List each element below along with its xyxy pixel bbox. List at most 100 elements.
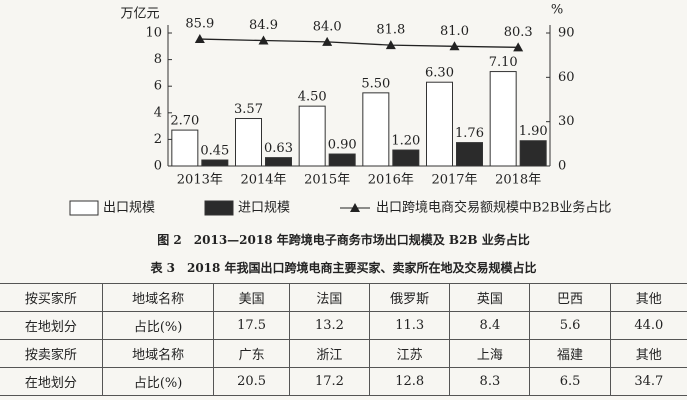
bar [298, 105, 326, 167]
value-label: 0.90 [328, 138, 357, 153]
x-tick-label: 2014年 [240, 173, 286, 188]
table-row: 在地划分 占比(%) 20.5 17.2 12.8 8.3 6.5 34.7 [0, 367, 687, 396]
value-label: 1.20 [391, 134, 420, 149]
value-label: 84.0 [313, 19, 342, 34]
value-label: 81.8 [376, 23, 405, 38]
table-cell: 巴西 [529, 283, 611, 312]
table-cell: 5.6 [529, 311, 611, 340]
value-label: 4.50 [298, 90, 327, 105]
value-label: 3.57 [234, 102, 263, 117]
table-row: 在地划分 占比(%) 17.5 13.2 11.3 8.4 5.6 44.0 [0, 311, 687, 340]
table-row: 按买家所 地域名称 美国 法国 俄罗斯 英国 巴西 其他 [0, 283, 687, 312]
bar [456, 142, 483, 167]
table-cell: 占比(%) [101, 311, 214, 340]
value-label: 81.0 [440, 24, 469, 39]
line-marker [258, 35, 269, 45]
value-label: 85.9 [185, 17, 214, 32]
table-cell: 英国 [449, 283, 530, 312]
y-axis-unit: 万亿元 [120, 7, 159, 22]
legend-label: 进口规模 [238, 201, 290, 216]
y2-tick-label: 90 [558, 26, 575, 41]
value-label: 6.30 [425, 66, 454, 81]
x-tick-label: 2017年 [431, 173, 477, 188]
value-label: 80.3 [504, 25, 533, 40]
table-cell: 上海 [449, 339, 530, 368]
bar [489, 71, 517, 167]
table-cell: 其他 [609, 283, 687, 312]
y-tick-label: 4 [154, 105, 162, 120]
value-label: 2.70 [170, 114, 199, 129]
table-cell: 34.7 [609, 367, 687, 396]
table-cell: 按买家所 [0, 283, 103, 312]
table-cell: 福建 [529, 339, 611, 368]
table-cell: 17.2 [288, 367, 370, 396]
table: 按买家所 地域名称 美国 法国 俄罗斯 英国 巴西 其他 在地划分 占比(%) 17.5 13.2 11… [0, 283, 687, 396]
value-label: 7.10 [489, 55, 518, 70]
table-title: 表 3 2018 年我国出口跨境电商主要买家、卖家所在地及交易规模占比 [150, 261, 537, 275]
value-label: 84.9 [249, 18, 278, 33]
bar [265, 157, 292, 167]
line-marker [322, 36, 333, 46]
table-cell: 占比(%) [101, 367, 214, 396]
y-tick-label: 10 [145, 26, 162, 41]
table-cell: 8.4 [449, 311, 530, 340]
y-tick-label: 0 [154, 159, 162, 174]
table-cell: 44.0 [609, 311, 687, 340]
value-label: 1.90 [519, 124, 548, 139]
legend-label: 出口规模 [103, 201, 155, 216]
table-cell: 在地划分 [0, 311, 103, 340]
legend-marker [350, 203, 360, 212]
bar [392, 149, 420, 167]
x-tick-label: 2018年 [495, 173, 541, 188]
legend-swatch [69, 200, 99, 216]
bar [201, 159, 229, 167]
figure-caption: 图 2 2013—2018 年跨境电子商务市场出口规模及 B2B 业务占比 [157, 233, 530, 247]
line-marker [385, 40, 396, 50]
bar [235, 118, 262, 167]
table-cell: 俄罗斯 [369, 283, 450, 312]
y-tick-label: 2 [154, 132, 162, 147]
table-cell: 8.3 [449, 367, 530, 396]
bar [328, 153, 356, 167]
table-cell: 广东 [213, 339, 290, 368]
y2-axis-unit: % [551, 3, 563, 18]
bar [426, 81, 453, 167]
table-cell: 地域名称 [101, 283, 214, 312]
y2-tick-label: 30 [558, 114, 575, 129]
legend-swatch [204, 200, 234, 216]
legend-label: 出口跨境电商交易额规模中B2B业务占比 [376, 200, 611, 216]
y-tick-label: 6 [154, 79, 162, 94]
x-tick-label: 2016年 [368, 173, 414, 188]
value-label: 0.63 [264, 141, 293, 156]
table-cell: 地域名称 [101, 339, 214, 368]
bar [171, 129, 199, 167]
table-cell: 13.2 [288, 311, 370, 340]
table-cell: 20.5 [213, 367, 290, 396]
line-marker [513, 42, 524, 52]
value-label: 1.76 [455, 126, 484, 141]
table-cell: 6.5 [529, 367, 611, 396]
y2-tick-label: 0 [558, 159, 566, 174]
value-label: 0.45 [200, 144, 229, 159]
y2-tick-label: 60 [558, 70, 575, 85]
table-cell: 浙江 [288, 339, 370, 368]
table-cell: 江苏 [369, 339, 450, 368]
x-tick-label: 2013年 [177, 173, 223, 188]
table-cell: 12.8 [369, 367, 450, 396]
table-cell: 17.5 [213, 311, 290, 340]
table-row: 按卖家所 地域名称 广东 浙江 江苏 上海 福建 其他 [0, 339, 687, 368]
line-marker [194, 34, 205, 44]
bar [519, 140, 547, 167]
chart: 万亿元 % 0 2 4 6 8 10 0 30 60 90 2.70 3.57 4.50 5.50 6.30… [69, 3, 611, 216]
table-cell: 法国 [288, 283, 370, 312]
y-tick-label: 8 [154, 52, 162, 67]
table-cell: 按卖家所 [0, 339, 103, 368]
table-cell: 在地划分 [0, 367, 103, 396]
line-marker [449, 41, 460, 51]
table-cell: 美国 [213, 283, 290, 312]
value-label: 5.50 [361, 76, 390, 91]
line [199, 38, 519, 48]
bar [362, 92, 390, 167]
table-cell: 11.3 [369, 311, 450, 340]
